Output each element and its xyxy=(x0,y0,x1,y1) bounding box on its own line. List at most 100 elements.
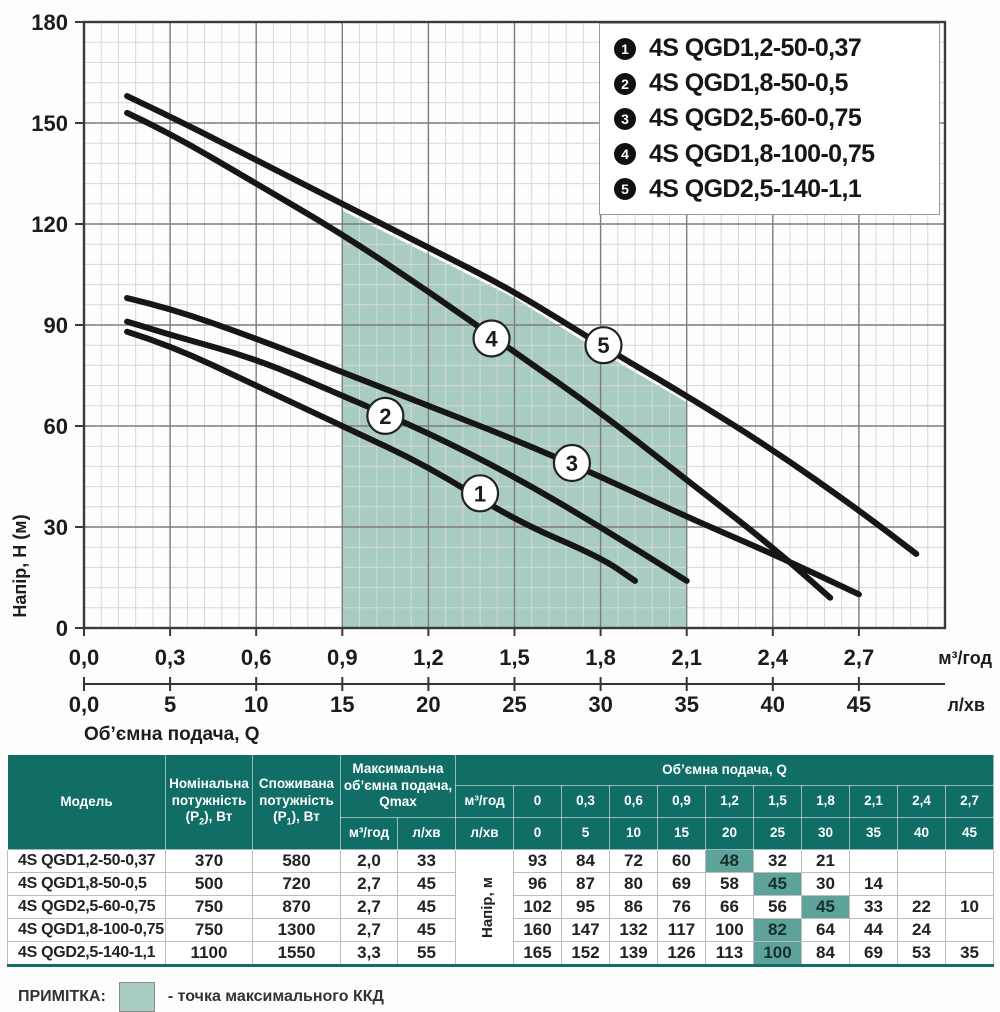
cell-head-value xyxy=(944,849,995,873)
note-label: ПРИМІТКА: xyxy=(18,988,106,1005)
cell-head-value: 66 xyxy=(705,895,754,919)
cell-head-value: 22 xyxy=(897,895,946,919)
note-text: - точка максимального ККД xyxy=(167,988,384,1005)
cell-model: 4S QGD1,2-50-0,37 xyxy=(7,849,166,873)
legend-number-badge: 2 xyxy=(614,72,636,95)
legend-number-badge: 5 xyxy=(614,178,636,201)
header-flow-l-value: 5 xyxy=(561,817,610,850)
header-flow-l-value: 20 xyxy=(705,817,754,850)
header-model: Модель xyxy=(7,754,166,850)
y-tick-label: 30 xyxy=(44,515,68,540)
curve-marker-number: 1 xyxy=(474,481,486,506)
cell-qmax-m3: 2,0 xyxy=(340,849,398,873)
legend-label: 4S QGD1,2-50-0,37 xyxy=(649,34,862,63)
header-flow-m3-value: 2,4 xyxy=(897,785,946,818)
x-tick-label-l: 5 xyxy=(164,692,176,717)
x-tick-label-m3: 1,8 xyxy=(585,645,616,670)
cell-head-value: 21 xyxy=(801,849,850,873)
cell-head-value: 76 xyxy=(657,895,706,919)
cell-head-value: 45 xyxy=(801,895,850,919)
cell-head-value: 30 xyxy=(801,872,850,896)
curve-marker-number: 4 xyxy=(485,326,498,351)
table-row: 4S QGD1,8-100-0,75 750 1300 2,7 45 160 147 132 1… xyxy=(7,918,995,942)
cell-head-unit: Напір, м xyxy=(455,849,514,966)
x-unit-l: л/хв xyxy=(947,695,985,715)
cell-head-value xyxy=(944,918,995,942)
curve-3 xyxy=(124,295,862,598)
cell-nominal-power: 370 xyxy=(165,849,253,873)
x-tick-label-m3: 2,7 xyxy=(844,645,875,670)
x-unit-m3: м³/год xyxy=(938,648,992,668)
cell-head-value: 93 xyxy=(513,849,562,873)
cell-head-value xyxy=(897,872,946,896)
header-flow-l-value: 35 xyxy=(849,817,898,850)
header-qmax-unit-m3: м³/год xyxy=(340,817,398,850)
header-flow-l-value: 0 xyxy=(513,817,562,850)
cell-head-value: 95 xyxy=(561,895,610,919)
cell-qmax-l: 45 xyxy=(397,895,456,919)
x-tick-label-m3: 1,5 xyxy=(499,645,530,670)
y-axis-title: Напір, H (м) xyxy=(10,514,30,617)
curve-5 xyxy=(124,93,920,557)
curve-marker-3 xyxy=(552,443,592,483)
header-flow-m3-value: 0 xyxy=(513,785,562,818)
curve-marker-4 xyxy=(472,319,511,358)
cell-nominal-power: 500 xyxy=(165,872,253,896)
cell-head-value: 102 xyxy=(513,895,562,919)
header-qmax: Максимальна об’ємна подача, Qmax xyxy=(340,754,456,818)
header-flow-m3-value: 2,7 xyxy=(944,785,995,818)
x-tick-label-l: 35 xyxy=(674,692,698,717)
cell-head-value: 152 xyxy=(561,941,610,966)
cell-head-value: 132 xyxy=(609,918,658,942)
header-flow-l-value: 25 xyxy=(753,817,802,850)
cell-input-power: 1550 xyxy=(252,941,341,966)
header-flow-m3-value: 1,8 xyxy=(801,785,850,818)
legend-number-badge: 1 xyxy=(614,37,636,60)
legend-item: 5 4S QGD2,5-140-1,1 xyxy=(614,175,935,204)
y-tick-label: 60 xyxy=(44,414,68,439)
header-flow-unit-l: л/хв xyxy=(455,817,514,850)
header-flow-unit-m3: м³/год xyxy=(455,785,514,818)
cell-head-value: 69 xyxy=(849,941,898,966)
cell-head-value: 147 xyxy=(561,918,610,942)
x-tick-label-l: 25 xyxy=(502,692,526,717)
cell-qmax-m3: 2,7 xyxy=(340,918,398,942)
x-tick-label-m3: 0,0 xyxy=(69,645,100,670)
header-qmax-unit-l: л/хв xyxy=(397,817,456,850)
cell-nominal-power: 750 xyxy=(165,918,253,942)
cell-qmax-m3: 3,3 xyxy=(340,941,398,966)
cell-qmax-m3: 2,7 xyxy=(340,895,398,919)
chart-legend: 1 4S QGD1,2-50-0,37 2 4S QGD1,8-50-0,5 3 4S Q… xyxy=(599,23,940,215)
cell-head-value: 139 xyxy=(609,941,658,966)
cell-head-value: 32 xyxy=(753,849,802,873)
cell-head-value: 58 xyxy=(705,872,754,896)
cell-head-value: 82 xyxy=(753,918,802,942)
spec-table-wrap: Модель Номінальна потужність (P2), Вт Спож… xyxy=(7,754,995,967)
header-flow-l-value: 10 xyxy=(609,817,658,850)
cell-head-value: 35 xyxy=(944,941,995,966)
header-flow: Об’ємна подача, Q xyxy=(454,754,995,786)
cell-nominal-power: 750 xyxy=(165,895,253,919)
head-unit-vertical-label: Напір, м xyxy=(479,877,496,938)
cell-head-value: 33 xyxy=(849,895,898,919)
x-tick-label-l: 10 xyxy=(244,692,268,717)
cell-input-power: 580 xyxy=(252,849,341,873)
cell-model: 4S QGD1,8-50-0,5 xyxy=(7,872,166,896)
legend-label: 4S QGD1,8-50-0,5 xyxy=(649,69,848,98)
y-tick-label: 120 xyxy=(31,212,68,237)
x-tick-label-m3: 0,6 xyxy=(241,645,272,670)
x-tick-label-l: 20 xyxy=(416,692,440,717)
legend-item: 1 4S QGD1,2-50-0,37 xyxy=(614,34,935,63)
x-tick-label-m3: 2,4 xyxy=(758,645,789,670)
curve-4 xyxy=(124,109,834,601)
header-flow-m3-value: 0,6 xyxy=(609,785,658,818)
cell-head-value: 84 xyxy=(561,849,610,873)
cell-model: 4S QGD1,8-100-0,75 xyxy=(7,918,166,942)
cell-qmax-l: 33 xyxy=(397,849,456,873)
legend-number-badge: 3 xyxy=(614,107,636,130)
cell-head-value: 86 xyxy=(609,895,658,919)
header-flow-l-value: 30 xyxy=(801,817,850,850)
header-flow-m3-value: 1,5 xyxy=(753,785,802,818)
header-flow-m3-value: 0,3 xyxy=(561,785,610,818)
